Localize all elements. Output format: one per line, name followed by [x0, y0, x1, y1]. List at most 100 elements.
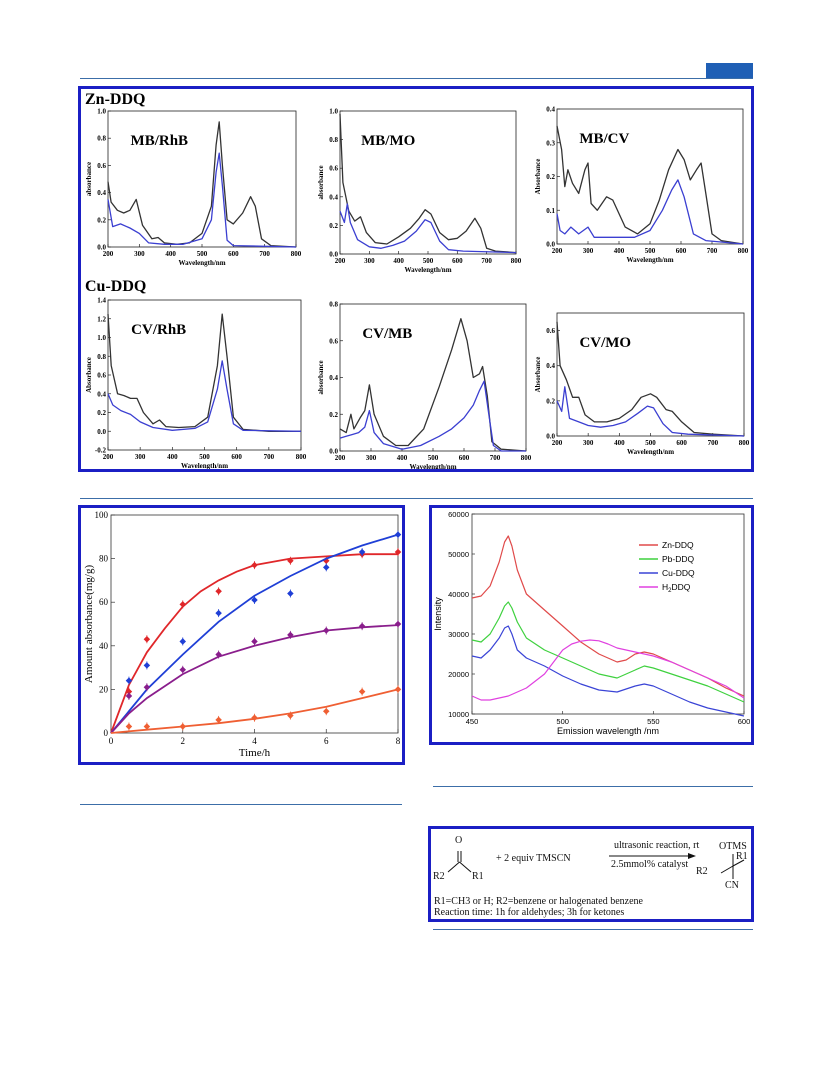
y-tick-label: 20 [99, 684, 109, 694]
y-tick-label: 0.4 [97, 189, 106, 197]
y-tick-label: 0.6 [97, 162, 106, 170]
x-tick-label: 800 [296, 453, 307, 461]
x-tick-label: 8 [396, 736, 401, 746]
x-axis-title: Time/h [239, 747, 271, 759]
y-tick-label: 0.0 [546, 241, 555, 249]
group-label-cu-ddq: Cu-DDQ [85, 278, 146, 295]
x-tick-label: 300 [135, 453, 146, 461]
x-tick-label: 800 [739, 439, 750, 447]
x-tick-label: 500 [556, 717, 569, 726]
y-tick-label: 0.6 [329, 337, 338, 345]
x-tick-label: 600 [228, 250, 239, 258]
y-tick-label: 10000 [448, 710, 469, 719]
panel-label: CV/MO [579, 335, 631, 351]
r2-right-label: R2 [696, 866, 708, 877]
x-tick-label: 400 [165, 250, 176, 258]
y-tick-label: 0.0 [97, 428, 106, 436]
x-tick-label: 600 [676, 247, 687, 255]
data-point [179, 601, 187, 608]
y-tick-label: 0.2 [546, 397, 555, 405]
x-tick-label: 700 [259, 250, 270, 258]
series-line-blue [339, 380, 526, 452]
series-line-blue [556, 386, 745, 437]
x-axis-title: Wavelength/nm [181, 462, 228, 469]
x-tick-label: 800 [291, 250, 302, 258]
legend-label: Pb-DDQ [662, 554, 695, 564]
x-tick-label: 500 [428, 454, 439, 462]
x-tick-label: 400 [614, 247, 625, 255]
y-tick-label: 0.0 [329, 251, 338, 259]
y-tick-label: 0.0 [546, 433, 555, 441]
x-tick-label: 700 [264, 453, 275, 461]
x-tick-label: 700 [708, 439, 719, 447]
data-point [179, 723, 187, 730]
data-point [394, 531, 402, 538]
x-tick-label: 600 [459, 454, 470, 462]
reagent-label: + 2 equiv TMSCN [496, 853, 571, 864]
data-point [287, 590, 294, 597]
y-tick-label: 0.0 [97, 244, 106, 252]
fit-curve [110, 533, 399, 734]
legend-label: Cu-DDQ [662, 568, 695, 578]
data-point [125, 723, 133, 730]
series-line-black [107, 121, 297, 248]
data-point [358, 622, 366, 630]
x-tick-label: 200 [103, 250, 114, 258]
series-line [471, 535, 745, 697]
series-line-blue [107, 152, 297, 248]
data-point [322, 564, 330, 571]
plot-frame [471, 513, 745, 715]
y-tick-label: 50000 [448, 550, 469, 559]
y-tick-label: 0.4 [546, 106, 555, 114]
x-tick-label: 700 [481, 257, 492, 265]
panel-label: MB/CV [579, 131, 629, 147]
x-tick-label: 400 [397, 454, 408, 462]
x-tick-label: 0 [109, 736, 114, 746]
r1-left-label: R1 [472, 871, 484, 882]
emission-spectra-chart: 450 500 550 600 10000 20000 30000 40000 50000 600… [433, 510, 750, 736]
series-line-blue [556, 179, 744, 245]
data-point [143, 636, 151, 643]
x-tick-label: 700 [490, 454, 501, 462]
data-point [215, 609, 222, 617]
y-tick-label: 0.8 [97, 353, 106, 361]
y-axis-title: absorbance [85, 162, 93, 196]
spectrum-panel: 200 300 400 500 600 700 800 0.0 0.2 0.4 0.6 0.8 1.0 W… [317, 108, 522, 275]
spectrum-panel: 200 300 400 500 600 700 800 0.0 0.1 0.2 0.3 0.4 Wave… [534, 106, 749, 265]
x-tick-label: 500 [197, 250, 208, 258]
x-axis-title: Wavelength/nm [626, 256, 673, 264]
data-point [251, 714, 258, 721]
substituent-note: R1=CH3 or H; R2=benzene or halogenated b… [434, 896, 643, 907]
series-line [471, 625, 745, 717]
y-axis-title: absorbance [317, 165, 325, 199]
x-tick-label: 300 [364, 257, 375, 265]
x-tick-label: 400 [167, 453, 178, 461]
x-tick-label: 500 [423, 257, 434, 265]
header-tab [706, 63, 753, 78]
y-tick-label: 40 [99, 641, 109, 651]
x-axis-title: Wavelength/nm [409, 463, 456, 469]
panel-label: MB/RhB [131, 133, 189, 149]
series-line-black [339, 113, 517, 254]
data-point [143, 723, 151, 730]
x-tick-label: 200 [103, 453, 114, 461]
y-tick-label: 0.6 [329, 165, 338, 173]
x-tick-label: 600 [452, 257, 463, 265]
y-tick-label: 0 [104, 728, 109, 738]
y-tick-label: -0.2 [95, 447, 107, 455]
y-tick-label: 1.2 [97, 315, 106, 323]
y-tick-label: 0.6 [546, 327, 555, 335]
panel-label: MB/MO [361, 133, 415, 149]
y-tick-label: 40000 [448, 590, 469, 599]
x-tick-label: 200 [552, 439, 563, 447]
data-point [394, 620, 402, 628]
x-tick-label: 6 [324, 736, 329, 746]
y-tick-label: 0.6 [97, 372, 106, 380]
data-point [358, 548, 366, 556]
series-line-black [107, 313, 301, 432]
y-tick-label: 80 [99, 554, 109, 564]
y-axis-title: Absorbance [534, 159, 542, 195]
y-axis-title: Intensity [433, 597, 443, 631]
y-tick-label: 1.0 [97, 334, 106, 342]
data-point [287, 712, 294, 719]
